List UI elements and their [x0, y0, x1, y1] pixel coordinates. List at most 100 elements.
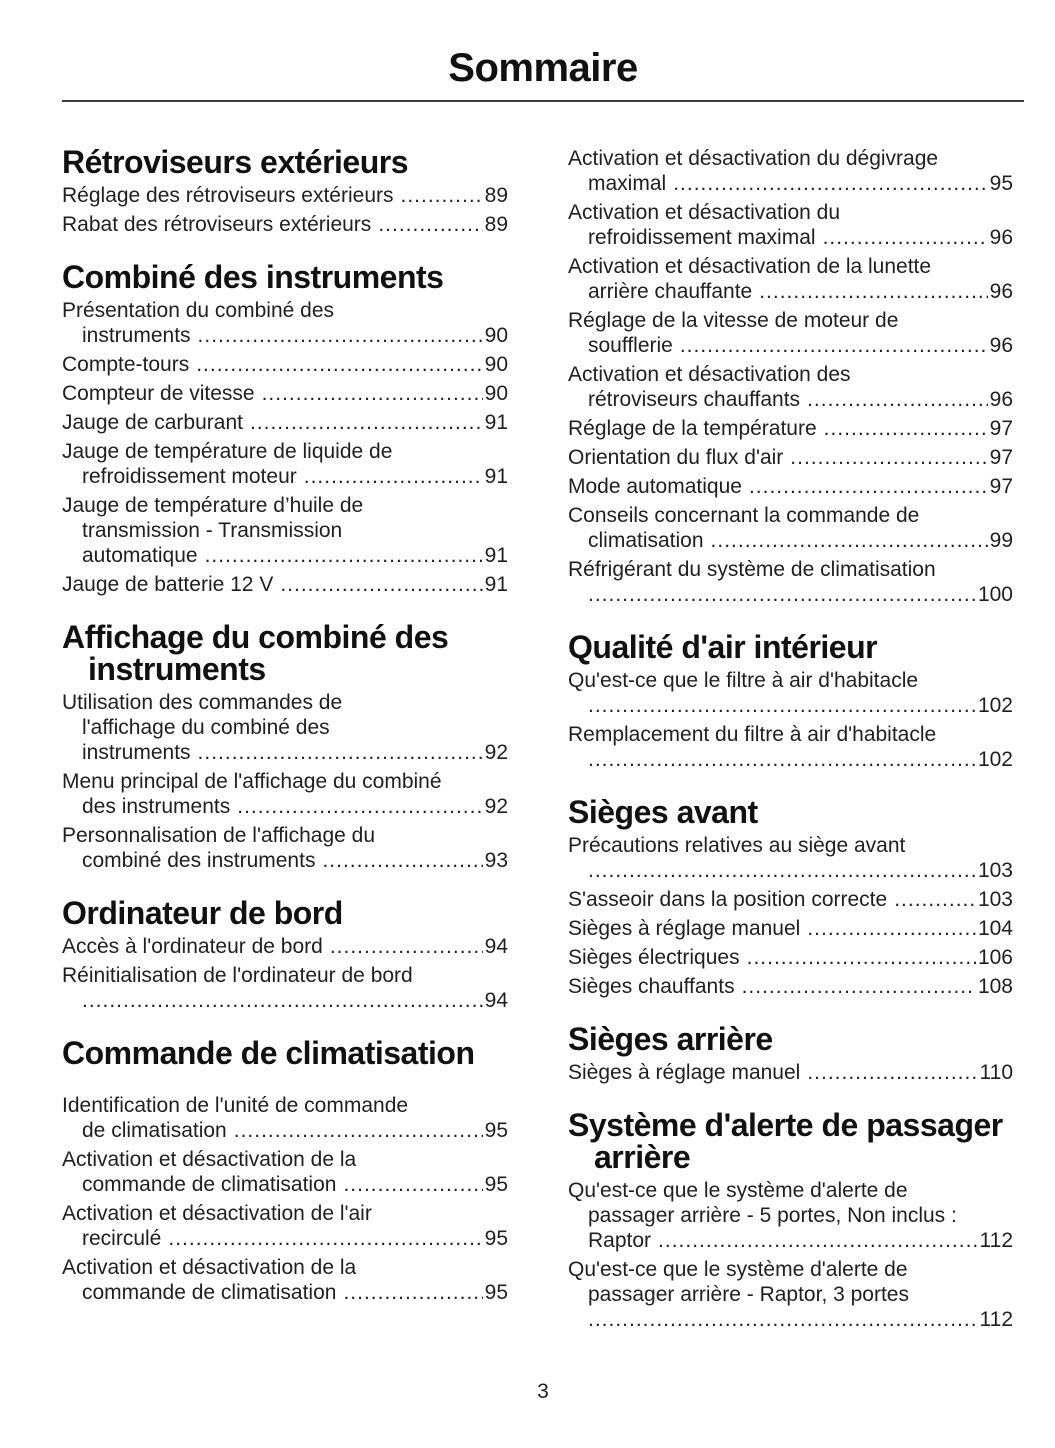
toc-entry: Compte-tours 90 — [62, 352, 508, 377]
toc-entry: Réglage de la température 97 — [568, 416, 1013, 441]
toc-entry-text-line: Jauge de température de liquide de — [62, 440, 393, 463]
toc-section: Rétroviseurs extérieurs Réglage des rétro… — [62, 146, 508, 237]
leader-dots — [198, 740, 483, 765]
toc-entry: Réinitialisation de l'ordinateur de bord… — [62, 963, 508, 1013]
toc-section: Activation et désactivation du dégivrage… — [568, 146, 1013, 607]
toc-section: Sièges arrière Sièges à réglage manuel 110 — [568, 1023, 1013, 1085]
entry-text: Jauge de carburant — [62, 411, 243, 434]
toc-entry: Activation et désactivation de la command… — [62, 1255, 508, 1305]
entry-text: Accès à l'ordinateur de bord — [62, 935, 323, 958]
toc-section: Commande de climatisation Identification … — [62, 1037, 508, 1305]
entry-page-number: 108 — [977, 975, 1013, 998]
toc-entry-leader-line: Accès à l'ordinateur de bord 94 — [62, 934, 508, 959]
toc-entry-leader-line: Orientation du flux d'air 97 — [568, 445, 1013, 470]
toc-entry-leader-line: soufflerie 96 — [568, 333, 1013, 358]
toc-entry: Activation et désactivation de la lunett… — [568, 254, 1013, 304]
leader-dots — [262, 381, 483, 406]
section-heading-line: Rétroviseurs extérieurs — [62, 144, 409, 180]
entry-text: soufflerie — [588, 334, 673, 357]
entry-page-number: 106 — [977, 946, 1013, 969]
entry-page-number: 91 — [484, 411, 508, 434]
entry-text: Orientation du flux d'air — [568, 446, 784, 469]
leader-dots — [742, 974, 976, 999]
entry-page-number: 103 — [977, 888, 1013, 911]
section-heading: Ordinateur de bord — [62, 897, 508, 929]
leader-dots — [280, 572, 482, 597]
entry-text: Sièges à réglage manuel — [568, 1061, 801, 1084]
toc-entry-leader-line: commande de climatisation 95 — [62, 1172, 508, 1197]
toc-entry-text-line: passager arrière - 5 portes, Non inclus … — [588, 1204, 957, 1227]
toc-entry-text-line: Réglage de la vitesse de moteur de — [568, 309, 899, 332]
toc-entry: S'asseoir dans la position correcte 103 — [568, 887, 1013, 912]
toc-entry-leader-line: S'asseoir dans la position correcte 103 — [568, 887, 1013, 912]
entry-text: refroidissement maximal — [588, 226, 816, 249]
entry-text: S'asseoir dans la position correcte — [568, 888, 888, 911]
toc-entry: Conseils concernant la commande de climat… — [568, 503, 1013, 553]
toc-entry-text-line: Activation et désactivation du dégivrage — [568, 147, 939, 170]
leader-dots — [343, 1280, 482, 1305]
toc-entry: Réfrigérant du système de climatisation 1… — [568, 557, 1013, 607]
section-heading-line: Ordinateur de bord — [62, 895, 343, 931]
entry-page-number: 94 — [484, 935, 508, 958]
toc-entry-leader-line: automatique 91 — [62, 543, 508, 568]
leader-dots — [747, 945, 976, 970]
leader-dots — [322, 848, 482, 873]
toc-entry-leader-line: Sièges à réglage manuel 110 — [568, 1060, 1013, 1085]
toc-entry-leader-line: Compteur de vitesse 90 — [62, 381, 508, 406]
toc-entry-leader-line: Jauge de carburant 91 — [62, 410, 508, 435]
toc-entry-text-line: Activation et désactivation du — [568, 201, 840, 224]
leader-dots — [588, 1307, 978, 1332]
leader-dots — [304, 464, 483, 489]
entry-text: refroidissement moteur — [82, 465, 297, 488]
entry-text: arrière chauffante — [588, 280, 753, 303]
section-heading-line: arrière — [594, 1139, 691, 1175]
toc-entry: Utilisation des commandes de l'affichage … — [62, 690, 508, 765]
toc-entry-text-line: Qu'est-ce que le système d'alerte de — [568, 1258, 908, 1281]
entry-page-number: 96 — [989, 388, 1013, 411]
toc-section: Système d'alerte de passager arrière Qu'es… — [568, 1109, 1013, 1332]
toc-entry-leader-line: Réglage de la température 97 — [568, 416, 1013, 441]
section-heading-line: Affichage du combiné des — [62, 619, 449, 655]
toc-entry: Précautions relatives au siège avant 103 — [568, 833, 1013, 883]
leader-dots — [824, 416, 988, 441]
section-heading-line: Qualité d'air intérieur — [568, 629, 878, 665]
toc-entry-text-line: Présentation du combiné des — [62, 299, 335, 322]
section-heading: Sièges avant — [568, 796, 1013, 828]
toc-entry-leader-line: des instruments 92 — [62, 794, 508, 819]
section-heading-line: Sièges arrière — [568, 1021, 773, 1057]
toc-section: Qualité d'air intérieur Qu'est-ce que le … — [568, 631, 1013, 772]
entry-text: instruments — [82, 741, 191, 764]
entry-text: Réglage de la température — [568, 417, 817, 440]
entry-text: Compte-tours — [62, 353, 190, 376]
toc-entry: Compteur de vitesse 90 — [62, 381, 508, 406]
page-title: Sommaire — [448, 46, 638, 90]
toc-entry-leader-line: Sièges chauffants 108 — [568, 974, 1013, 999]
toc-entry: Personnalisation de l'affichage du combin… — [62, 823, 508, 873]
entry-page-number: 103 — [977, 859, 1013, 882]
section-heading: Rétroviseurs extérieurs — [62, 146, 508, 178]
toc-entry-text-line: passager arrière - Raptor, 3 portes — [588, 1283, 909, 1306]
leader-dots — [759, 279, 987, 304]
leader-dots — [237, 794, 482, 819]
entry-page-number: 89 — [484, 213, 508, 236]
toc-entry: Orientation du flux d'air 97 — [568, 445, 1013, 470]
toc-entry-text-line: Remplacement du filtre à air d'habitacle — [568, 723, 937, 746]
entry-text: maximal — [588, 172, 667, 195]
entry-page-number: 100 — [977, 583, 1013, 606]
leader-dots — [588, 693, 976, 718]
entry-text: Compteur de vitesse — [62, 382, 255, 405]
leader-dots — [168, 1226, 482, 1251]
entry-text: Jauge de batterie 12 V — [62, 573, 274, 596]
entry-text: recirculé — [82, 1227, 162, 1250]
title-divider — [62, 100, 1024, 102]
section-heading-line: Système d'alerte de passager — [568, 1107, 1003, 1143]
toc-entry: Jauge de température de liquide de refroi… — [62, 439, 508, 489]
entry-page-number: 92 — [484, 795, 508, 818]
leader-dots — [196, 352, 482, 377]
toc-entry: Mode automatique 97 — [568, 474, 1013, 499]
entry-page-number: 102 — [977, 748, 1013, 771]
toc-entry-text-line: Activation et désactivation de la lunett… — [568, 255, 932, 278]
toc-entry-text-line: Jauge de température d’huile de — [62, 494, 364, 517]
entry-text: des instruments — [82, 795, 231, 818]
toc-entry-leader-line: commande de climatisation 95 — [62, 1280, 508, 1305]
